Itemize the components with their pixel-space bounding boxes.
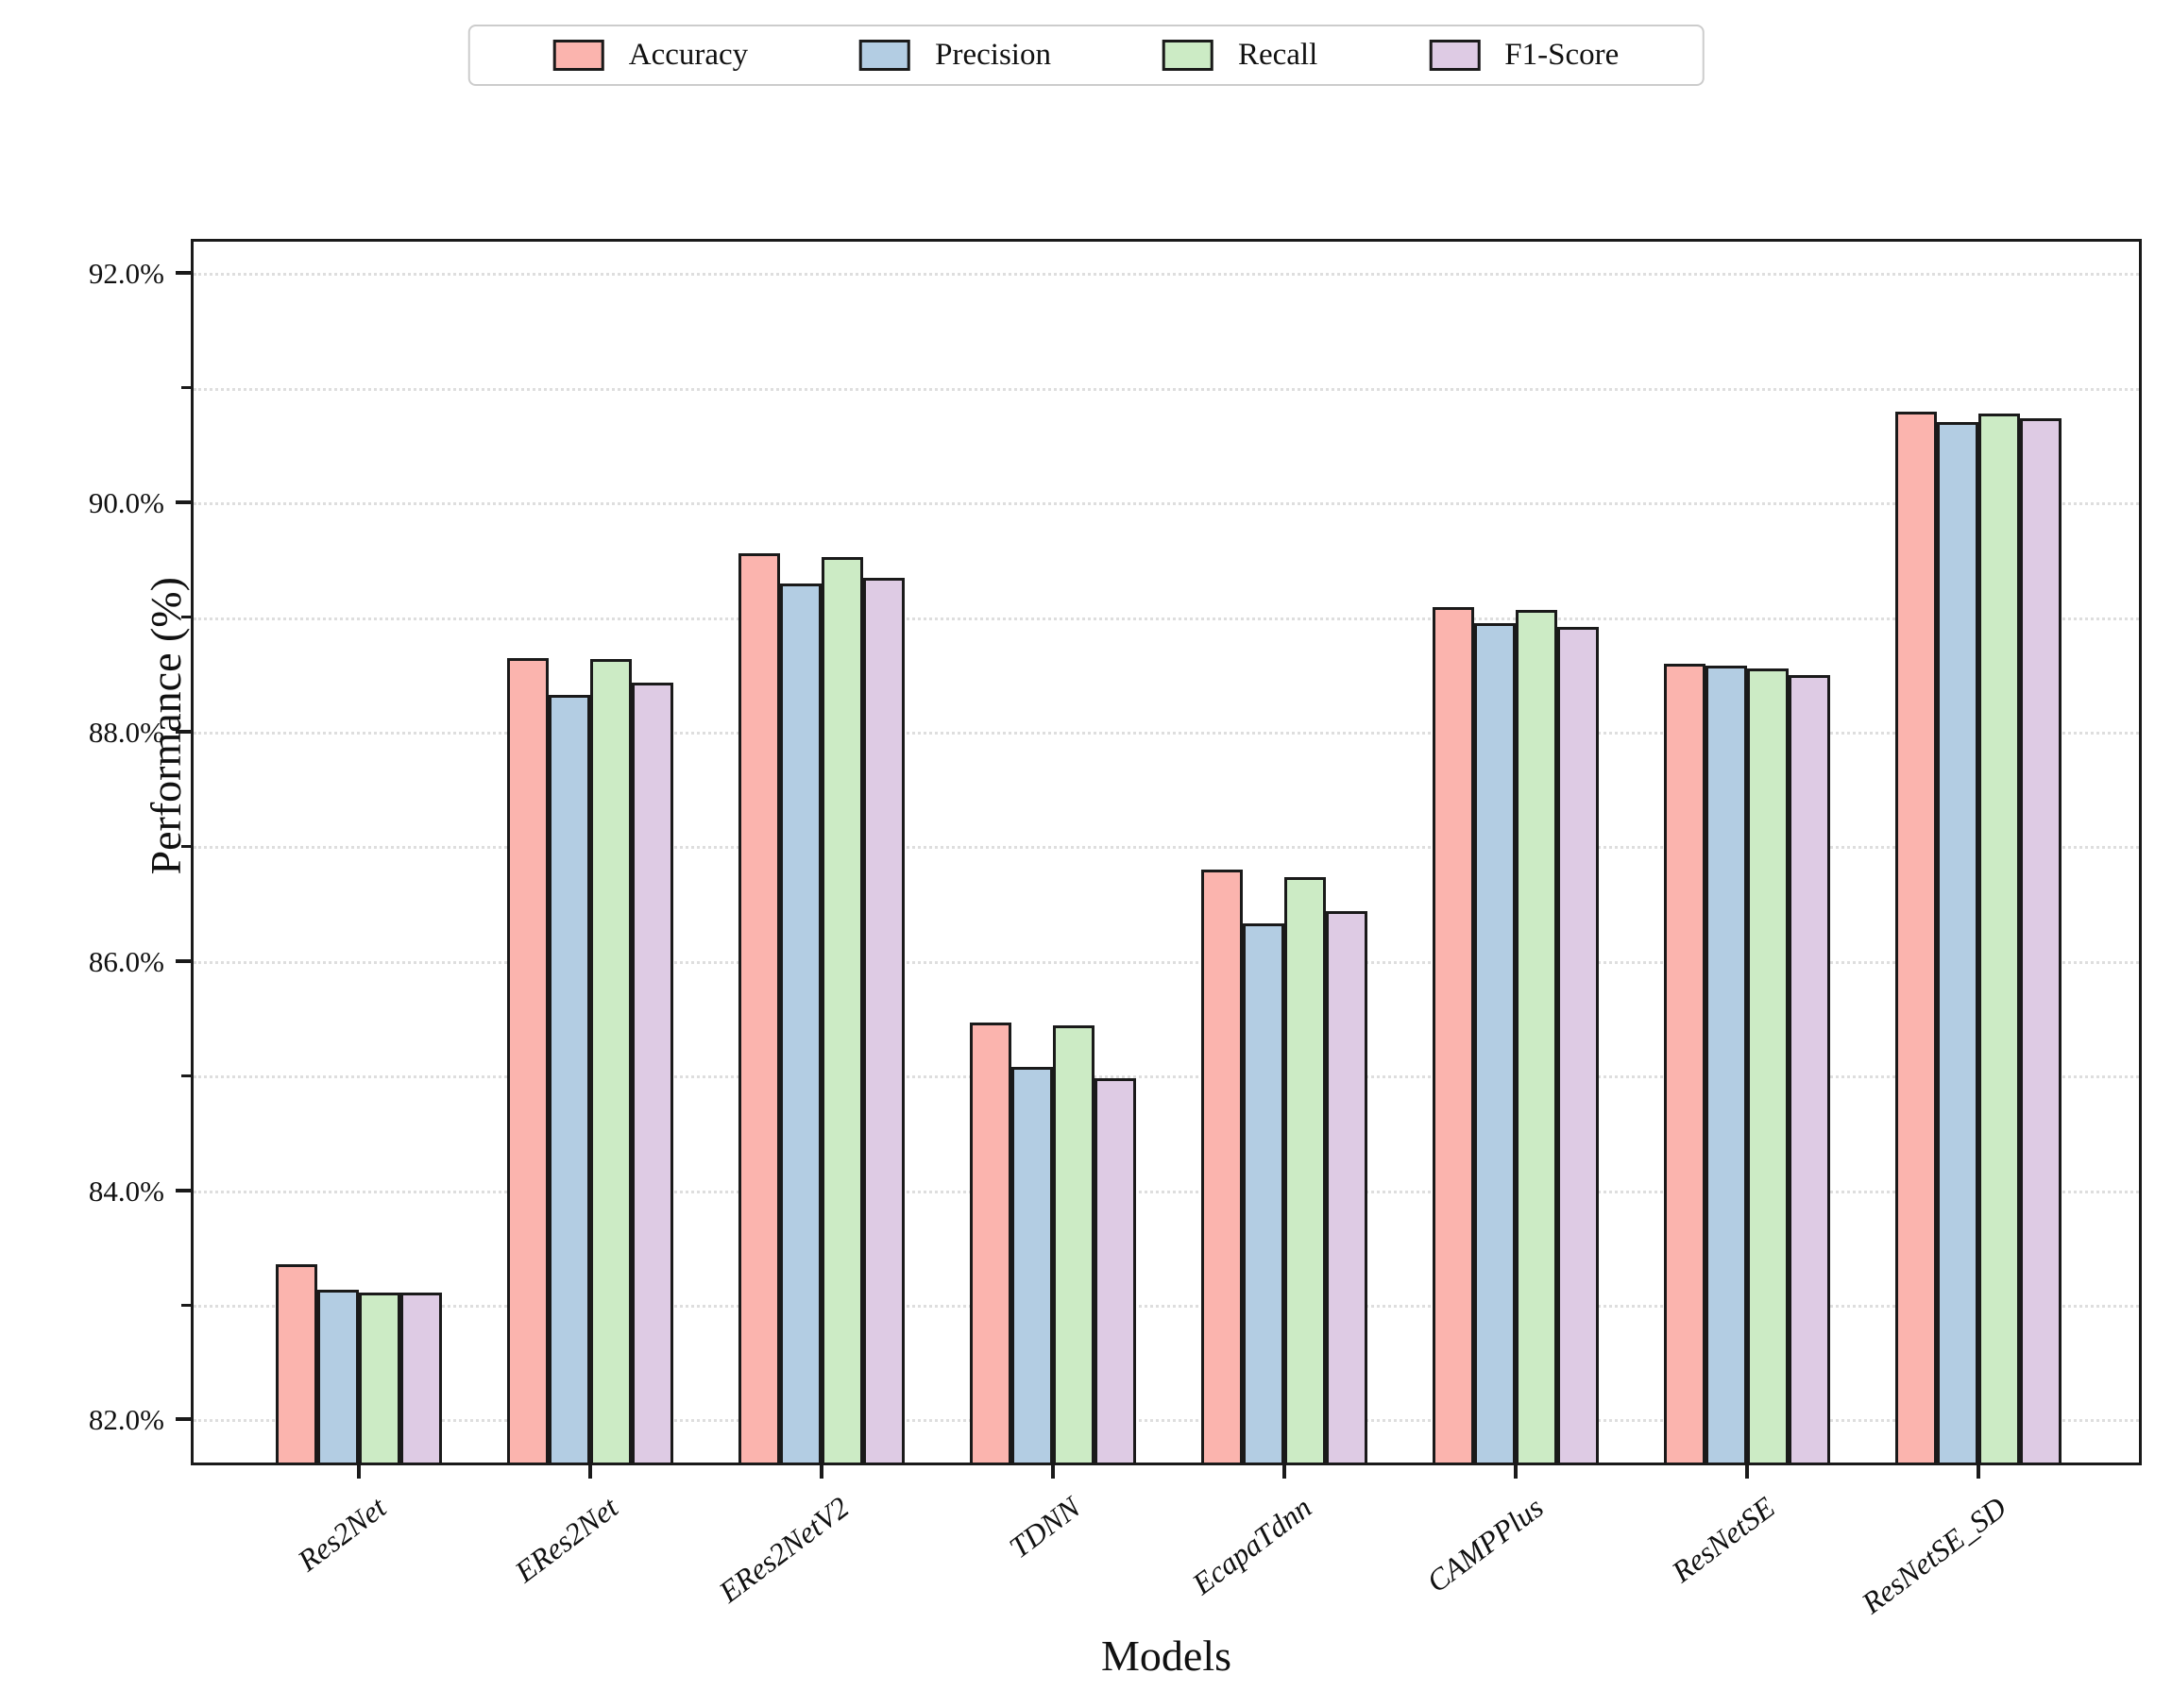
legend-swatch-icon xyxy=(1162,40,1213,71)
legend: Accuracy Precision Recall F1-Score xyxy=(467,25,1705,86)
bar-Recall-TDNN xyxy=(1053,1025,1094,1463)
x-tick-label-CAMPPlus: CAMPPlus xyxy=(1420,1490,1550,1599)
bar-Accuracy-TDNN xyxy=(970,1022,1011,1463)
bar-F1-Score-EcapaTdnn xyxy=(1326,911,1367,1463)
bar-F1-Score-CAMPPlus xyxy=(1557,626,1599,1463)
gridline-82 xyxy=(194,1419,2139,1423)
x-tick-label-ResNetSE_SD: ResNetSE_SD xyxy=(1855,1490,2012,1620)
bar-Precision-TDNN xyxy=(1011,1067,1053,1463)
bar-Recall-EcapaTdnn xyxy=(1284,876,1326,1463)
y-tick-label: 82.0% xyxy=(88,1403,164,1437)
y-tick-major xyxy=(176,958,191,963)
x-tick xyxy=(1051,1465,1055,1479)
bar-F1-Score-Res2Net xyxy=(400,1293,442,1463)
bar-Accuracy-CAMPPlus xyxy=(1433,607,1474,1463)
y-tick-minor xyxy=(181,616,191,619)
y-tick-minor xyxy=(181,844,191,848)
gridline-85 xyxy=(194,1075,2139,1079)
bar-Precision-ERes2Net xyxy=(549,694,590,1463)
x-axis-title: Models xyxy=(1101,1632,1231,1680)
bar-Recall-ERes2Net xyxy=(590,658,632,1463)
bar-Accuracy-ResNetSE xyxy=(1664,663,1705,1463)
x-tick-label-ERes2NetV2: ERes2NetV2 xyxy=(712,1490,856,1610)
y-tick-major xyxy=(176,271,191,276)
gridline-84 xyxy=(194,1190,2139,1193)
legend-item-F1-Score: F1-Score xyxy=(1429,40,1619,71)
x-tick xyxy=(357,1465,361,1479)
bar-F1-Score-TDNN xyxy=(1094,1078,1136,1463)
plot-area xyxy=(191,239,2142,1465)
x-tick-label-TDNN: TDNN xyxy=(1003,1490,1087,1565)
x-tick xyxy=(588,1465,592,1479)
gridline-89 xyxy=(194,617,2139,620)
y-tick-major xyxy=(176,1188,191,1192)
legend-swatch-icon xyxy=(552,40,604,71)
gridline-90 xyxy=(194,502,2139,506)
x-tick-label-EcapaTdnn: EcapaTdnn xyxy=(1186,1490,1318,1601)
bar-F1-Score-ResNetSE_SD xyxy=(2020,418,2062,1463)
y-tick-major xyxy=(176,730,191,735)
y-tick-label: 90.0% xyxy=(88,486,164,520)
x-tick xyxy=(820,1465,823,1479)
bar-Accuracy-EcapaTdnn xyxy=(1201,870,1243,1463)
x-tick xyxy=(1514,1465,1518,1479)
y-tick-label: 88.0% xyxy=(88,716,164,750)
y-tick-minor xyxy=(181,1303,191,1307)
gridline-86 xyxy=(194,960,2139,964)
legend-label: Accuracy xyxy=(628,38,749,72)
bar-F1-Score-ResNetSE xyxy=(1789,674,1830,1463)
legend-swatch-icon xyxy=(1429,40,1481,71)
legend-item-Accuracy: Accuracy xyxy=(552,38,749,72)
bar-Accuracy-ERes2Net xyxy=(507,657,549,1463)
x-tick-label-Res2Net: Res2Net xyxy=(291,1490,393,1578)
x-tick-label-ResNetSE: ResNetSE xyxy=(1665,1490,1781,1589)
bar-Recall-CAMPPlus xyxy=(1516,609,1557,1463)
bar-Precision-CAMPPlus xyxy=(1474,623,1516,1463)
bar-Precision-EcapaTdnn xyxy=(1243,923,1284,1463)
legend-label: Recall xyxy=(1237,38,1318,72)
bar-Precision-ERes2NetV2 xyxy=(780,583,822,1463)
bar-Precision-ResNetSE_SD xyxy=(1937,421,1978,1463)
y-tick-minor xyxy=(181,386,191,390)
bar-Accuracy-ResNetSE_SD xyxy=(1895,411,1937,1463)
bar-Recall-ResNetSE xyxy=(1747,668,1789,1463)
legend-label: Precision xyxy=(935,38,1051,72)
legend-item-Recall: Recall xyxy=(1162,40,1317,71)
gridline-83 xyxy=(194,1305,2139,1309)
gridline-92 xyxy=(194,273,2139,277)
x-tick xyxy=(1977,1465,1980,1479)
y-tick-major xyxy=(176,500,191,505)
x-tick-label-ERes2Net: ERes2Net xyxy=(508,1490,624,1589)
bar-Recall-ERes2NetV2 xyxy=(822,556,863,1463)
bar-Accuracy-Res2Net xyxy=(276,1263,317,1463)
gridline-91 xyxy=(194,387,2139,391)
bar-Recall-Res2Net xyxy=(359,1293,400,1463)
bar-F1-Score-ERes2NetV2 xyxy=(863,577,905,1463)
x-tick xyxy=(1282,1465,1286,1479)
x-tick xyxy=(1745,1465,1749,1479)
bar-Recall-ResNetSE_SD xyxy=(1978,414,2020,1463)
y-tick-minor xyxy=(181,1074,191,1077)
bar-F1-Score-ERes2Net xyxy=(632,683,673,1463)
bar-Precision-ResNetSE xyxy=(1705,666,1747,1463)
y-tick-label: 92.0% xyxy=(88,257,164,291)
gridline-88 xyxy=(194,732,2139,736)
legend-swatch-icon xyxy=(859,40,911,71)
y-tick-major xyxy=(176,1417,191,1422)
y-tick-label: 86.0% xyxy=(88,944,164,978)
bar-Precision-Res2Net xyxy=(317,1289,359,1463)
legend-item-Precision: Precision xyxy=(859,40,1051,71)
gridline-87 xyxy=(194,846,2139,850)
y-tick-label: 84.0% xyxy=(88,1174,164,1208)
legend-label: F1-Score xyxy=(1504,38,1620,72)
bar-Accuracy-ERes2NetV2 xyxy=(738,553,780,1463)
